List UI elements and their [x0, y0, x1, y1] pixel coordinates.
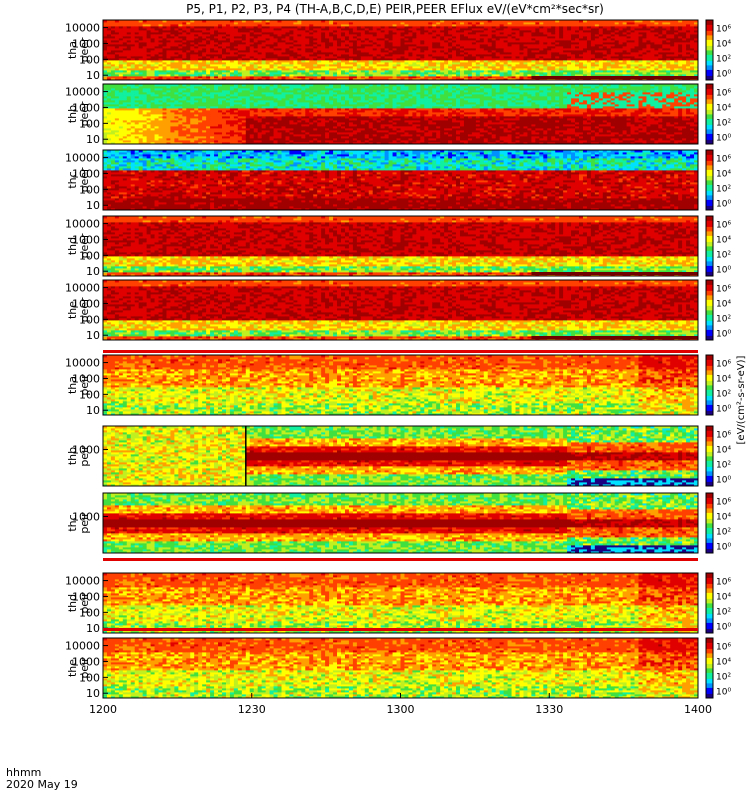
spectrogram-figure: P5, P1, P2, P3, P4 (TH-A,B,C,D,E) PEIR,P…	[0, 0, 750, 800]
figure-title: P5, P1, P2, P3, P4 (TH-A,B,C,D,E) PEIR,P…	[186, 2, 604, 16]
